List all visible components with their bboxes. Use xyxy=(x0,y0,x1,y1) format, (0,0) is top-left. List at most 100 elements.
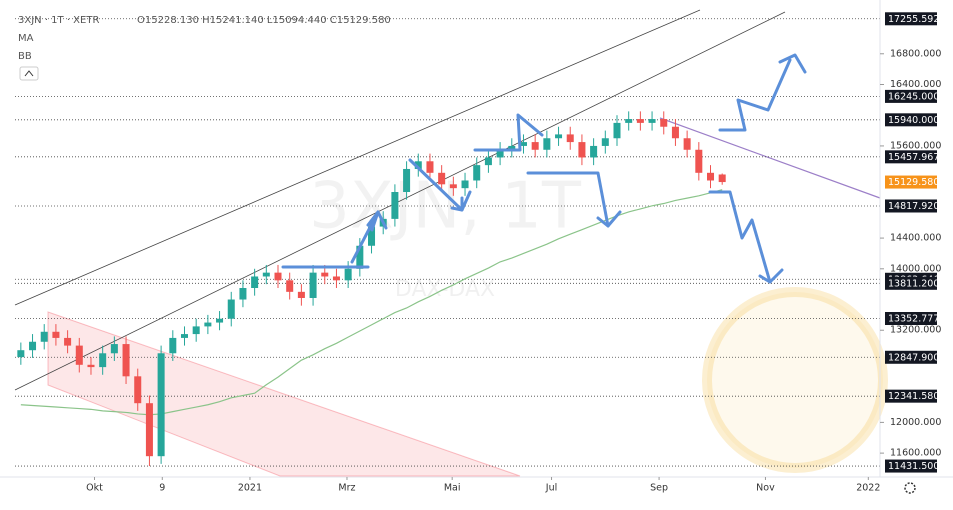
candle-body xyxy=(473,165,481,181)
candle-body xyxy=(75,345,83,365)
candle-body xyxy=(438,172,446,185)
level-label: 14817.920 xyxy=(888,201,939,212)
trend-line xyxy=(14,9,701,306)
candle-body xyxy=(461,180,469,189)
level-label: 12847.900 xyxy=(888,352,939,363)
candle-body xyxy=(613,122,621,139)
candle-body xyxy=(332,276,340,281)
arrow xyxy=(778,53,807,74)
candle-body xyxy=(239,288,247,300)
candle-body xyxy=(87,364,95,368)
level-label: 15940.000 xyxy=(888,115,939,126)
arrow xyxy=(758,268,784,284)
level-label: 13811.200 xyxy=(888,278,939,289)
level-box xyxy=(885,389,937,403)
candle-body xyxy=(683,138,691,150)
candle-body xyxy=(204,322,212,327)
candle-body xyxy=(52,331,60,338)
candle-body xyxy=(122,344,130,377)
candle-body xyxy=(601,138,609,146)
arrow xyxy=(708,190,772,284)
watermark-sub: DAX-DAX xyxy=(395,277,495,302)
collapse-button[interactable] xyxy=(19,66,39,81)
candle-body xyxy=(590,145,598,158)
candle-body xyxy=(40,331,48,342)
candle-body xyxy=(718,174,726,183)
candle-body xyxy=(671,126,679,139)
candle-body xyxy=(134,376,142,404)
candle-body xyxy=(543,138,551,150)
trend-line xyxy=(14,11,786,391)
candle-body xyxy=(566,134,574,143)
candle-body xyxy=(64,337,72,346)
level-label: 15457.967 xyxy=(888,152,939,163)
level-box xyxy=(885,276,937,290)
level-box xyxy=(885,150,937,164)
y-tick-label: 16800.000 xyxy=(890,48,941,59)
candle-body xyxy=(17,350,25,358)
x-tick-label: Okt xyxy=(86,483,103,494)
arrow xyxy=(718,58,792,132)
candle-body xyxy=(391,192,399,219)
level-label: 11431.500 xyxy=(888,461,939,472)
x-tick-label: 2022 xyxy=(856,483,880,494)
level-label: 16245.000 xyxy=(888,91,939,102)
collapse-icon xyxy=(24,70,34,77)
candle-body xyxy=(484,157,492,166)
indicator: BB xyxy=(18,51,32,62)
candle-body xyxy=(403,168,411,193)
candle-body xyxy=(321,272,329,277)
y-tick-label: 13200.000 xyxy=(890,325,941,336)
y-tick-label: 15600.000 xyxy=(890,140,941,151)
level-box xyxy=(885,113,937,127)
arrow xyxy=(526,171,610,228)
candle-body xyxy=(309,272,317,298)
candle-body xyxy=(251,276,259,289)
candle-body xyxy=(578,142,586,158)
arrows xyxy=(281,53,807,284)
candle-body xyxy=(29,341,37,351)
arrow xyxy=(473,113,544,152)
y-tick-label: 14000.000 xyxy=(890,263,941,274)
level-label: 17255.592 xyxy=(888,14,939,25)
settings-button[interactable] xyxy=(904,482,916,494)
candle-body xyxy=(180,334,188,338)
level-box xyxy=(885,312,937,326)
y-tick-label: 11600.000 xyxy=(890,448,941,459)
candle-body xyxy=(449,184,457,189)
x-tick-label: Mrz xyxy=(338,483,355,494)
level-label: 13352.777 xyxy=(888,314,939,325)
y-tick-label: 14400.000 xyxy=(890,233,941,244)
candle-body xyxy=(414,161,422,169)
symbol: 3XJN · 1T · XETR xyxy=(18,15,99,26)
y-tick-label: 12000.000 xyxy=(890,417,941,428)
candle-body xyxy=(227,299,235,319)
watermark: 3XJN, 1T xyxy=(309,170,582,244)
arrow xyxy=(596,210,622,228)
last-price-box xyxy=(885,175,937,189)
trend-line xyxy=(659,117,881,199)
candle-body xyxy=(274,272,282,281)
candle-body xyxy=(636,119,644,123)
candle-body xyxy=(297,291,305,298)
candle-body xyxy=(286,280,294,292)
y-tick-label: 16400.000 xyxy=(890,79,941,90)
candle-body xyxy=(262,272,270,277)
arrow xyxy=(366,210,388,230)
candle-body xyxy=(145,403,153,457)
candle-body xyxy=(169,337,177,354)
candle-body xyxy=(356,245,364,269)
candle-body xyxy=(695,149,703,173)
last-price-label: 15129.580 xyxy=(888,177,939,188)
level-box xyxy=(885,89,937,103)
channel xyxy=(47,311,521,477)
x-tick-label: Sep xyxy=(650,483,668,494)
candle-body xyxy=(157,353,165,457)
level-box xyxy=(885,12,937,26)
candle-body xyxy=(707,172,715,181)
level-box xyxy=(885,350,937,364)
indicator: MA xyxy=(18,33,34,44)
ohlc: O15228.130 H15241.140 L15094.440 C15129.… xyxy=(137,15,391,26)
x-tick-label: Mai xyxy=(444,483,461,494)
